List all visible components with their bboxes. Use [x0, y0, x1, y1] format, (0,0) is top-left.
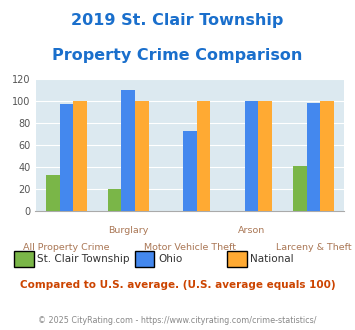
Bar: [135, 101, 148, 211]
Bar: [245, 101, 258, 211]
Bar: [183, 131, 197, 211]
Text: Property Crime Comparison: Property Crime Comparison: [52, 48, 303, 63]
Bar: [108, 189, 121, 211]
Text: Motor Vehicle Theft: Motor Vehicle Theft: [144, 243, 236, 251]
Text: Arson: Arson: [238, 226, 265, 235]
Text: St. Clair Township: St. Clair Township: [37, 254, 130, 264]
Bar: [320, 101, 334, 211]
Text: Larceny & Theft: Larceny & Theft: [275, 243, 351, 251]
Bar: [46, 175, 60, 211]
Bar: [121, 90, 135, 211]
Text: All Property Crime: All Property Crime: [23, 243, 110, 251]
Text: Ohio: Ohio: [158, 254, 182, 264]
Text: Compared to U.S. average. (U.S. average equals 100): Compared to U.S. average. (U.S. average …: [20, 280, 335, 290]
Text: © 2025 CityRating.com - https://www.cityrating.com/crime-statistics/: © 2025 CityRating.com - https://www.city…: [38, 315, 317, 325]
Text: National: National: [250, 254, 294, 264]
Bar: [293, 166, 307, 211]
Bar: [60, 105, 73, 211]
Text: Burglary: Burglary: [108, 226, 148, 235]
Bar: [73, 101, 87, 211]
Bar: [258, 101, 272, 211]
Bar: [307, 103, 320, 211]
Text: 2019 St. Clair Township: 2019 St. Clair Township: [71, 13, 284, 28]
Bar: [197, 101, 210, 211]
